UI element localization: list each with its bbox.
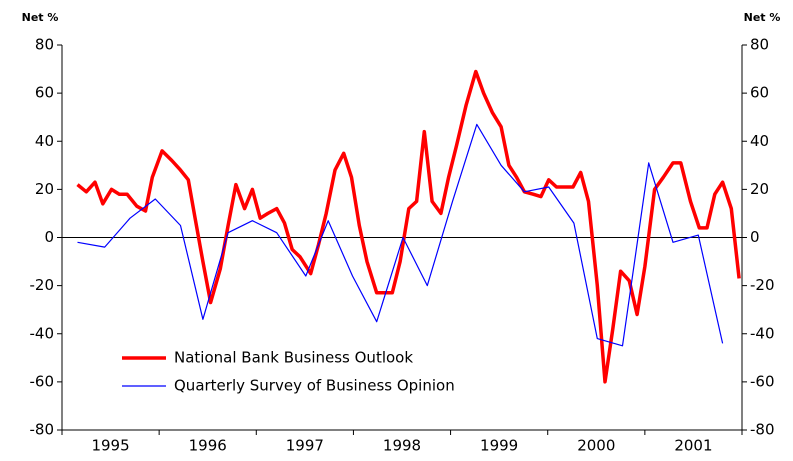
y2-tick-label: 80 (750, 36, 769, 54)
y2-tick-label: -80 (750, 421, 775, 439)
y-tick-label: -20 (30, 276, 55, 294)
x-tick-label: 1996 (189, 437, 227, 455)
y-tick-label: 80 (35, 36, 54, 54)
y2-axis-label: Net % (744, 11, 781, 24)
x-tick-label: 1997 (286, 437, 324, 455)
y-axis-label: Net % (22, 11, 59, 24)
y-tick-label: 60 (35, 84, 54, 102)
x-tick-label: 1999 (480, 437, 518, 455)
y-tick-label: -60 (30, 372, 55, 390)
y-tick-label: -80 (30, 421, 55, 439)
legend-label: National Bank Business Outlook (174, 349, 413, 367)
y-tick-label: 0 (44, 228, 54, 246)
x-tick-label: 1998 (383, 437, 421, 455)
y-tick-label: 20 (35, 180, 54, 198)
legend-label: Quarterly Survey of Business Opinion (174, 377, 455, 395)
y-tick-label: -40 (30, 324, 55, 342)
y2-tick-label: 60 (750, 84, 769, 102)
x-tick-label: 2001 (674, 437, 712, 455)
y2-tick-label: 0 (750, 228, 760, 246)
series-line (77, 123, 724, 347)
y-tick-label: 40 (35, 132, 54, 150)
x-tick-label: 2000 (577, 437, 615, 455)
y2-tick-label: -20 (750, 276, 775, 294)
y2-tick-label: 40 (750, 132, 769, 150)
y2-tick-label: -60 (750, 372, 775, 390)
series-line (76, 69, 741, 384)
y2-tick-label: -40 (750, 324, 775, 342)
y2-tick-label: 20 (750, 180, 769, 198)
x-tick-label: 1995 (91, 437, 129, 455)
